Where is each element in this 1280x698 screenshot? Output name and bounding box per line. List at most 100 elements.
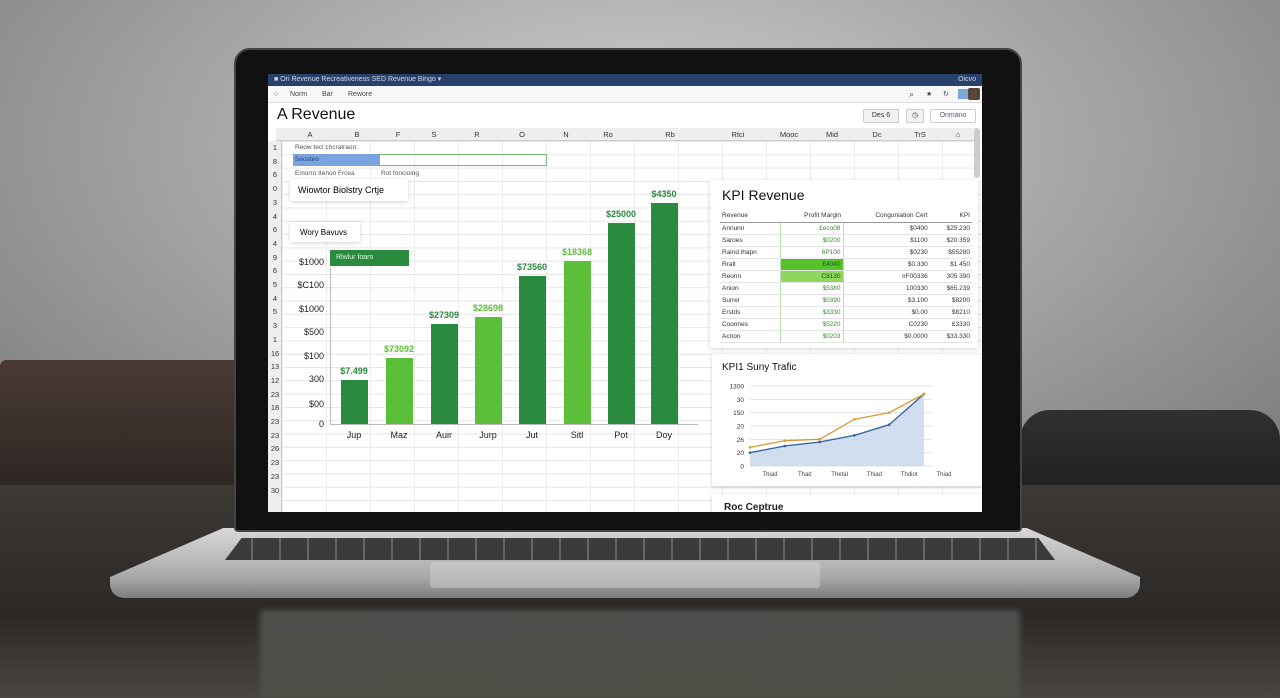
kpi-cell[interactable]: $65.239 xyxy=(929,282,972,295)
selection-range[interactable] xyxy=(379,154,547,166)
kpi-cell[interactable]: Surrer xyxy=(720,294,781,307)
bar[interactable] xyxy=(519,276,546,424)
kpi-row[interactable]: Annunn £есо08 $0400 $25.230 xyxy=(720,222,972,235)
row-header[interactable]: 26 xyxy=(270,444,280,454)
row-header[interactable]: 4 xyxy=(272,238,278,248)
kpi-cell[interactable]: $3330 xyxy=(779,306,844,319)
kpi-cell[interactable]: C8130 xyxy=(779,270,844,283)
column-header[interactable]: S xyxy=(431,130,437,139)
bar[interactable] xyxy=(608,223,635,424)
des-button[interactable]: Des 6 xyxy=(863,109,899,123)
bar[interactable] xyxy=(475,317,502,424)
kpi-cell[interactable]: Rralt xyxy=(720,258,781,271)
kpi-cell[interactable]: C0230 xyxy=(843,318,930,331)
row-header[interactable]: 12 xyxy=(270,375,280,385)
kpi-cell[interactable]: Acnon xyxy=(720,330,781,343)
kpi-cell[interactable]: $8200 xyxy=(929,294,972,307)
scrollbar[interactable] xyxy=(974,128,980,178)
column-header[interactable]: Ro xyxy=(603,130,613,139)
kpi-cell[interactable]: 305 390 xyxy=(929,270,972,283)
refresh-icon[interactable]: ○ xyxy=(274,91,279,98)
kpi-cell[interactable]: 6P100 xyxy=(779,246,844,259)
kpi-cell[interactable]: $0230 xyxy=(843,246,930,259)
row-header[interactable]: 23 xyxy=(270,430,280,440)
kpi-cell[interactable]: £3330 xyxy=(929,318,972,331)
row-header[interactable]: 16 xyxy=(270,348,280,358)
kpi-cell[interactable]: Erstds xyxy=(720,306,781,319)
row-header[interactable]: 3 xyxy=(272,197,278,207)
kpi-row[interactable]: Surrer $0390 $3.100 $8200 xyxy=(720,294,972,307)
star-icon[interactable]: ★ xyxy=(926,91,933,98)
kpi-cell[interactable]: $0.0000 xyxy=(843,330,930,343)
cell-r1[interactable]: Reow tecl chcratraon: xyxy=(295,144,358,151)
kpi-cell[interactable]: $8210 xyxy=(929,306,972,319)
bar[interactable] xyxy=(564,261,591,424)
kpi-cell[interactable]: $0.330 xyxy=(843,258,930,271)
row-header[interactable]: 18 xyxy=(270,403,280,413)
row-header[interactable]: 23 xyxy=(270,458,280,468)
column-header[interactable]: A xyxy=(307,130,313,139)
row-header[interactable]: 6 xyxy=(272,225,278,235)
column-header[interactable]: Mooc xyxy=(779,130,799,139)
kpi-cell[interactable]: $1 450 xyxy=(929,258,972,271)
column-header[interactable]: Rtci xyxy=(731,130,745,139)
kpi-cell[interactable]: £есо08 xyxy=(779,222,844,235)
kpi-cell[interactable]: Reonn xyxy=(720,270,781,283)
bar[interactable] xyxy=(341,380,368,424)
bar[interactable] xyxy=(386,358,413,424)
row-header[interactable]: 4 xyxy=(272,293,278,303)
kpi-cell[interactable]: $0400 xyxy=(843,222,930,235)
bar[interactable] xyxy=(651,203,678,424)
kpi-row[interactable]: Anion $5380 100330 $65.239 xyxy=(720,282,972,295)
row-header[interactable]: 0 xyxy=(272,184,278,194)
kpi-cell[interactable]: $20 359 xyxy=(929,234,972,247)
cell-r3a[interactable]: Emorro Itenon Frcea xyxy=(295,170,355,177)
cell-r2-selected[interactable]: Seosteo xyxy=(293,154,379,166)
kpi-cell[interactable]: Saroes xyxy=(720,234,781,247)
row-header[interactable]: 6 xyxy=(272,170,278,180)
column-header[interactable]: Rb xyxy=(665,130,675,139)
kpi-row[interactable]: Erstds $3330 $0.00 $8210 xyxy=(720,306,972,319)
row-header[interactable]: 1 xyxy=(272,143,278,152)
onmano-button[interactable]: Onmano xyxy=(930,109,976,123)
kpi-row[interactable]: Rralt £4040 $0.330 $1 450 xyxy=(720,258,972,271)
row-header[interactable]: 6 xyxy=(272,266,278,276)
row-header[interactable]: 9 xyxy=(272,252,278,262)
kpi-row[interactable]: Saroes $0200 $1100 $20 359 xyxy=(720,234,972,247)
column-header[interactable]: B xyxy=(354,130,360,139)
timer-button[interactable]: ◷ xyxy=(906,109,924,123)
row-header[interactable]: 23 xyxy=(270,417,280,426)
kpi-cell[interactable]: Anion xyxy=(720,282,781,295)
row-header[interactable]: 30 xyxy=(270,485,280,495)
kpi-row[interactable]: Acnon $0203 $0.0000 $33.330 xyxy=(720,330,972,343)
kpi-cell[interactable]: $55280 xyxy=(929,246,972,259)
column-header[interactable]: TrS xyxy=(914,130,926,139)
menu-bar-item[interactable]: Bar xyxy=(322,91,333,98)
kpi-cell[interactable]: Annunn xyxy=(720,222,781,235)
kpi-cell[interactable]: $0.00 xyxy=(843,306,930,319)
row-header[interactable]: 5 xyxy=(272,307,278,317)
kpi-row[interactable]: Raind lhapn 6P100 $0230 $55280 xyxy=(720,246,972,259)
column-header[interactable]: O xyxy=(519,130,525,139)
menu-norm[interactable]: Norm xyxy=(290,91,308,98)
avatar[interactable] xyxy=(968,88,980,100)
row-header[interactable]: 5 xyxy=(272,280,278,289)
menu-rewore[interactable]: Rewore xyxy=(348,91,373,98)
cell-r3b[interactable]: Rot foncioing xyxy=(381,170,419,177)
column-header[interactable]: ⌂ xyxy=(955,130,961,139)
kpi-cell[interactable]: $0200 xyxy=(779,234,844,247)
kpi-cell[interactable]: $5380 xyxy=(779,282,844,295)
row-header[interactable]: 3 xyxy=(272,321,278,331)
window-icon[interactable] xyxy=(958,89,968,99)
kpi-cell[interactable]: $3.100 xyxy=(843,294,930,307)
column-header[interactable]: N xyxy=(563,130,569,139)
kpi-cell[interactable]: ¤F00336 xyxy=(843,270,930,283)
row-header[interactable]: 1 xyxy=(272,334,278,344)
column-header[interactable]: Dc xyxy=(872,130,882,139)
search-icon[interactable]: ⌕ xyxy=(909,89,915,99)
row-header[interactable]: 13 xyxy=(270,362,280,372)
row-header[interactable]: 23 xyxy=(270,389,280,399)
column-header[interactable]: Mid xyxy=(825,130,839,139)
row-header[interactable]: 23 xyxy=(270,471,280,481)
kpi-cell[interactable]: 100330 xyxy=(843,282,930,295)
